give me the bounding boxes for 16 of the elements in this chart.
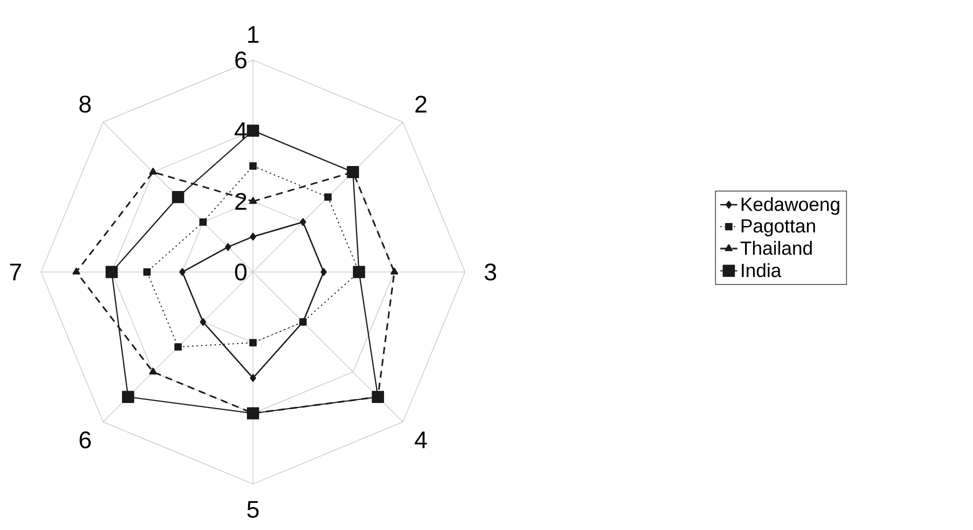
- y-tick-label: 0: [235, 264, 247, 280]
- legend-label: Thailand: [740, 240, 812, 255]
- spoke-label: 7: [10, 264, 22, 280]
- legend-label: India: [742, 263, 782, 278]
- spoke-label: 2: [415, 96, 426, 112]
- y-tick-label: 4: [234, 122, 247, 139]
- spoke-label: 4: [414, 432, 427, 448]
- y-tick-label: 2: [235, 192, 246, 210]
- spoke-label: 5: [247, 501, 259, 518]
- y-tick-label: 6: [235, 52, 246, 68]
- spoke-label: 1: [248, 26, 259, 43]
- legend-label: Pagottan: [742, 219, 815, 236]
- legend-label: Kedawoeng: [742, 197, 840, 215]
- spoke-label: 8: [79, 96, 91, 113]
- spoke-label: 3: [484, 264, 496, 280]
- spoke-label: 6: [80, 431, 91, 448]
